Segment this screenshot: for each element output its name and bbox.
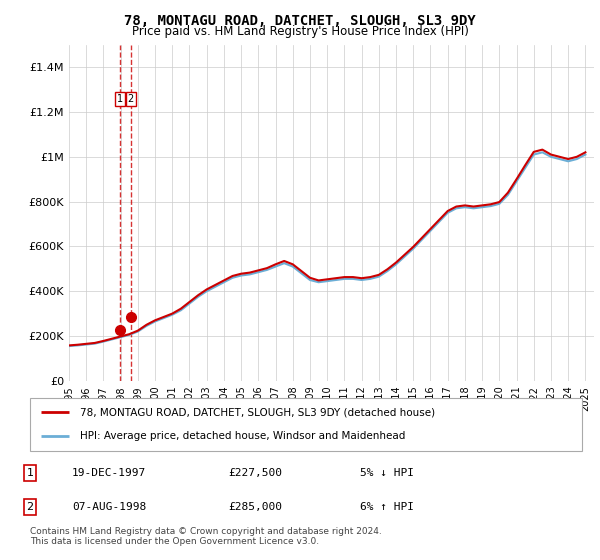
Text: 78, MONTAGU ROAD, DATCHET, SLOUGH, SL3 9DY (detached house): 78, MONTAGU ROAD, DATCHET, SLOUGH, SL3 9… bbox=[80, 408, 435, 418]
Text: 2: 2 bbox=[128, 94, 134, 104]
Text: 1: 1 bbox=[26, 468, 34, 478]
Text: 07-AUG-1998: 07-AUG-1998 bbox=[72, 502, 146, 512]
Text: 78, MONTAGU ROAD, DATCHET, SLOUGH, SL3 9DY: 78, MONTAGU ROAD, DATCHET, SLOUGH, SL3 9… bbox=[124, 14, 476, 28]
Text: Contains HM Land Registry data © Crown copyright and database right 2024.
This d: Contains HM Land Registry data © Crown c… bbox=[30, 526, 382, 546]
Text: 2: 2 bbox=[26, 502, 34, 512]
Text: 5% ↓ HPI: 5% ↓ HPI bbox=[360, 468, 414, 478]
Text: 6% ↑ HPI: 6% ↑ HPI bbox=[360, 502, 414, 512]
Text: 1: 1 bbox=[117, 94, 123, 104]
Text: £227,500: £227,500 bbox=[228, 468, 282, 478]
Text: Price paid vs. HM Land Registry's House Price Index (HPI): Price paid vs. HM Land Registry's House … bbox=[131, 25, 469, 38]
Text: 19-DEC-1997: 19-DEC-1997 bbox=[72, 468, 146, 478]
Text: £285,000: £285,000 bbox=[228, 502, 282, 512]
Text: HPI: Average price, detached house, Windsor and Maidenhead: HPI: Average price, detached house, Wind… bbox=[80, 431, 405, 441]
FancyBboxPatch shape bbox=[30, 398, 582, 451]
